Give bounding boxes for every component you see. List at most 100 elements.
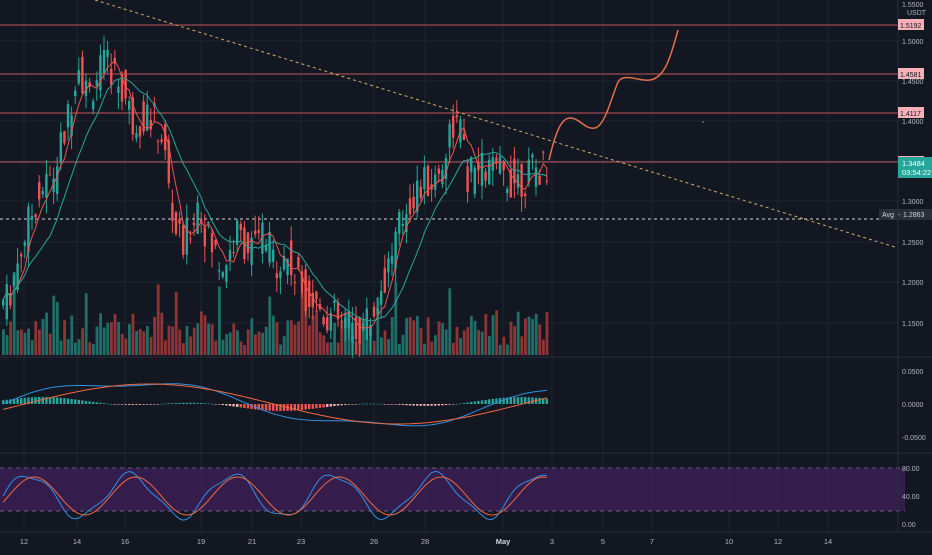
volume-bars [2,272,549,355]
volume-bar [401,334,405,355]
candle-body [164,124,167,151]
macd-hist-bar [290,404,293,411]
volume-bar [380,337,383,355]
volume-bar [167,325,171,355]
volume-bar [329,342,333,355]
macd-hist-bar [401,404,404,405]
candle-body [174,212,178,234]
volume-bar [513,326,516,355]
volume-bar [66,339,70,355]
candle-body [441,170,444,185]
price-tick-label: 1.2500 [902,240,924,247]
volume-bar [268,296,272,355]
volume-bar [462,330,466,355]
level-label-box [898,19,924,30]
volume-bar [290,320,293,355]
time-axis[interactable]: 12 14 16 19 21 23 26 28 May 3 5 7 10 12 14 [20,537,832,546]
macd-hist-bar [394,404,397,405]
macd-hist-bar [466,402,469,404]
volume-bar [102,327,106,355]
macd-hist-bar [128,404,131,405]
volume-bar [419,327,423,355]
macd-hist-bar [455,403,458,405]
volume-bar [34,321,38,355]
volume-bar [452,342,455,355]
volume-bar [2,329,5,355]
macd-hist-bar [196,402,199,404]
macd-axis[interactable]: 0.0500 0.0000 -0.0500 [902,369,926,442]
candle-body [293,282,296,284]
volume-bar [498,344,502,355]
sma-slow-line [2,77,547,322]
candle-body [63,131,66,144]
volume-bar [362,319,365,355]
macd-hist-bar [178,402,181,404]
macd-hist-bar [9,399,12,404]
volume-bar [185,326,189,355]
macd-hist-bar [336,404,340,406]
candle-body [106,49,109,58]
macd-hist-bar [480,400,484,404]
macd-hist-bar [380,403,383,405]
avg-label-value: 1.2863 [903,212,925,219]
macd-hist-bar [45,397,48,404]
macd-hist-bar [99,402,102,404]
volume-bar [243,344,246,355]
volume-bar [264,326,268,355]
macd-hist-bar [124,404,127,405]
macd-hist-bar [390,404,394,405]
candles[interactable] [2,35,548,359]
candle-body [300,271,304,294]
macd-hist-bar [513,397,516,404]
candle-body [405,214,408,233]
candle-body [315,291,318,300]
avg-label-box [879,209,932,220]
price-axis[interactable]: 1.5000 1.4500 1.4000 1.3000 1.2500 1.2000 1.15… [902,39,924,328]
descending-trendline[interactable] [94,0,899,249]
macd-hist-bar [250,404,253,409]
macd-hist-bar [117,404,120,405]
candle-body [38,182,41,200]
candle-body [236,220,239,245]
stoch-axis[interactable]: 80.00 40.00 0.00 [902,466,920,529]
candle-body [257,229,260,233]
volume-bar [542,339,545,355]
time-tick-label: 19 [197,537,205,546]
macd-hist-bar [138,404,142,405]
candle-body [95,80,98,87]
candle-body [275,273,278,279]
volume-bar [203,315,207,355]
candle-body [261,222,264,254]
candle-body [398,211,401,234]
projection-curve[interactable] [548,29,679,161]
candle-body [297,257,300,268]
volume-bar [192,327,196,355]
candle-body [59,132,62,163]
candle-body [542,151,545,153]
stoch-tick-label: 40.00 [902,494,920,501]
volume-bar [250,318,254,355]
candle-body [16,263,19,291]
candle-body [390,255,394,264]
price-tick-label: 1.3000 [902,199,924,206]
candle-body [365,308,368,340]
macd-hist-bar [477,400,480,404]
macd-hist-bar [106,403,109,405]
candle-body [311,292,314,308]
signal-line [3,383,547,425]
price-tick-label: 1.5000 [902,39,924,46]
candle-body [124,69,127,99]
candle-body [167,140,170,184]
level-label-text: 1.5192 [900,23,922,30]
volume-bar [214,340,218,355]
candle-body [45,173,48,198]
macd-hist-bar [408,404,412,406]
candle-body [387,258,390,273]
candle-body [200,218,203,223]
macd-hist-bar [416,404,419,406]
volume-bar [308,325,311,355]
macd-hist-bar [185,402,188,404]
macd-hist-bar [246,404,250,409]
